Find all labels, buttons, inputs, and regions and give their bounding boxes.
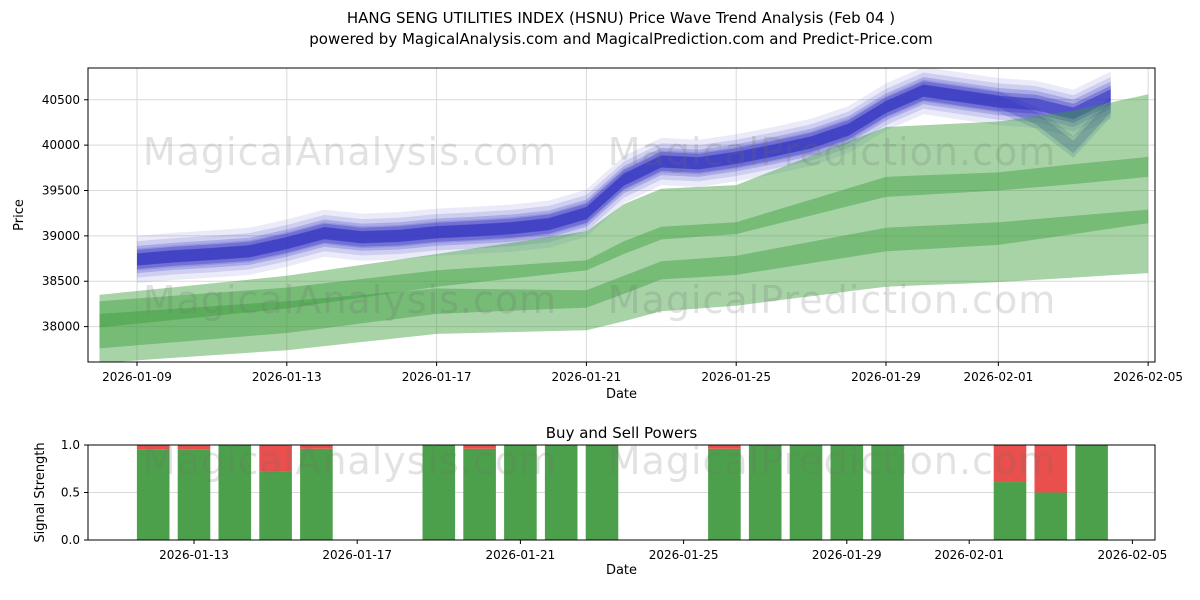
chart-subtitle: powered by MagicalAnalysis.com and Magic…: [309, 30, 933, 48]
buy-bar: [871, 445, 904, 540]
buy-bar: [830, 445, 864, 540]
buy-bar: [708, 448, 741, 540]
sell-bar: [259, 445, 292, 472]
buy-bar: [748, 445, 782, 540]
buy-bar: [218, 445, 252, 540]
blue-wave-dip-layer-2: [137, 84, 1111, 266]
sell-bar: [1034, 445, 1068, 493]
x-tick-label: 2026-01-13: [159, 548, 229, 562]
buy-bar: [585, 445, 619, 540]
sell-bar: [177, 445, 211, 450]
x-tick-label: 2026-01-29: [851, 370, 921, 384]
power-plot-area: [136, 445, 1108, 540]
price-chart-frame: [87, 67, 1156, 363]
date-axis-label: Date: [606, 387, 637, 402]
blue-wave-dip-layer-1: [137, 79, 1111, 271]
buy-sell-title: Buy and Sell Powers: [546, 424, 698, 442]
buy-bar: [463, 448, 496, 540]
buy-sell-chart-frame: [87, 444, 1156, 541]
price-chart: 38000 38500 39000 39500 40000 40500 2026-01-09…: [12, 67, 1183, 402]
chart-title-block: HANG SENG UTILITIES INDEX (HSNU) Price W…: [21, 8, 1200, 50]
chart-title: HANG SENG UTILITIES INDEX (HSNU) Price W…: [346, 9, 896, 27]
x-tick-label: 2026-01-25: [701, 370, 771, 384]
buy-bar: [300, 448, 333, 540]
x-tick-label: 2026-02-01: [963, 370, 1033, 384]
x-tick-label: 2026-01-17: [322, 548, 392, 562]
y-tick-label: 0.0: [61, 533, 80, 547]
x-tick-label: 2026-01-29: [812, 548, 882, 562]
sell-bar: [300, 445, 333, 449]
y-tick-label: 0.5: [61, 486, 80, 500]
buy-bar: [422, 445, 456, 540]
x-tick-label: 2026-02-01: [934, 548, 1004, 562]
x-tick-label: 2026-02-05: [1098, 548, 1168, 562]
y-tick-label: 39000: [42, 229, 80, 243]
price-axis-label: Price: [12, 199, 27, 231]
buy-bar: [504, 445, 537, 540]
date-axis-label: Date: [606, 563, 637, 578]
y-tick-label: 38500: [42, 274, 80, 288]
sell-bar: [708, 445, 741, 449]
buy-bar: [136, 449, 170, 540]
x-tick-label: 2026-01-21: [486, 548, 556, 562]
sell-bar: [136, 445, 170, 450]
sell-bar: [463, 445, 496, 449]
buy-bar: [544, 445, 578, 540]
green-band-middle: [99, 156, 1149, 349]
buy-bar: [1075, 445, 1108, 540]
x-tick-label: 2026-01-17: [402, 370, 472, 384]
y-tick-label: 1.0: [61, 438, 80, 452]
blue-wave-layer-5: [137, 84, 1111, 266]
x-tick-label: 2026-01-13: [252, 370, 322, 384]
green-band-upper: [99, 94, 1149, 328]
buy-sell-chart: 0.0 0.5 1.0 2026-01-13 2026-01-17 2026-01-21 2…: [33, 424, 1167, 578]
y-tick-label: 38000: [42, 320, 80, 334]
y-tick-label: 39500: [42, 184, 80, 198]
buy-bar: [177, 449, 211, 540]
sell-bar: [993, 445, 1027, 483]
y-tick-label: 40000: [42, 138, 80, 152]
buy-bar: [993, 482, 1027, 540]
buy-bar: [259, 471, 292, 540]
y-tick-label: 40500: [42, 93, 80, 107]
x-tick-label: 2026-02-05: [1113, 370, 1183, 384]
x-tick-label: 2026-01-09: [102, 370, 172, 384]
price-plot-area: [99, 68, 1149, 362]
buy-bar: [789, 445, 823, 540]
buy-bar: [1034, 492, 1068, 540]
green-band-lower: [99, 209, 1149, 362]
x-tick-label: 2026-01-21: [552, 370, 622, 384]
signal-strength-axis-label: Signal Strength: [33, 442, 48, 542]
x-tick-label: 2026-01-25: [649, 548, 719, 562]
